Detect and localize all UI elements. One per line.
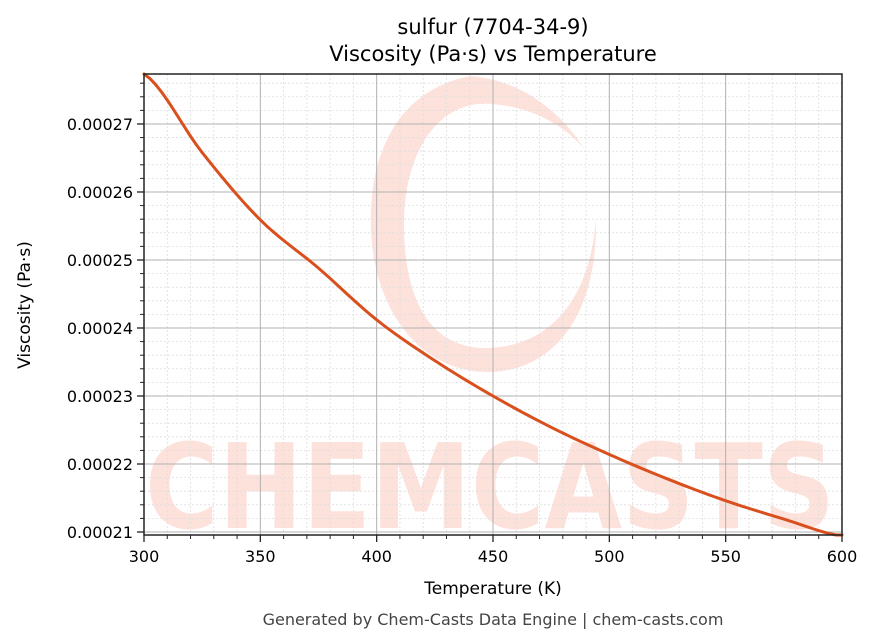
y-axis-label: Viscosity (Pa·s): [15, 241, 35, 369]
y-tick-label: 0.00025: [67, 251, 133, 270]
chart-title: sulfur (7704-34-9): [397, 15, 588, 39]
x-axis-ticks: 300 350 400 450 500 550 600: [129, 535, 858, 566]
y-axis-ticks: 0.00021 0.00022 0.00023 0.00024 0.00025 0.000…: [67, 82, 144, 542]
x-tick-label: 450: [478, 547, 509, 566]
viscosity-line: [142, 72, 844, 537]
y-tick-label: 0.00027: [67, 115, 133, 134]
y-tick-label: 0.00023: [67, 387, 133, 406]
x-tick-label: 500: [594, 547, 625, 566]
y-tick-label: 0.00022: [67, 455, 133, 474]
x-axis-label: Temperature (K): [423, 579, 562, 599]
x-tick-label: 300: [129, 547, 160, 566]
x-tick-label: 400: [361, 547, 392, 566]
x-tick-label: 600: [827, 547, 858, 566]
y-tick-label: 0.00021: [67, 523, 133, 542]
chart-subtitle: Viscosity (Pa·s) vs Temperature: [329, 42, 657, 66]
x-tick-label: 350: [245, 547, 276, 566]
x-tick-label: 550: [710, 547, 741, 566]
footer-credit: Generated by Chem-Casts Data Engine | ch…: [263, 610, 724, 629]
y-tick-label: 0.00024: [67, 319, 133, 338]
y-tick-label: 0.00026: [67, 183, 133, 202]
